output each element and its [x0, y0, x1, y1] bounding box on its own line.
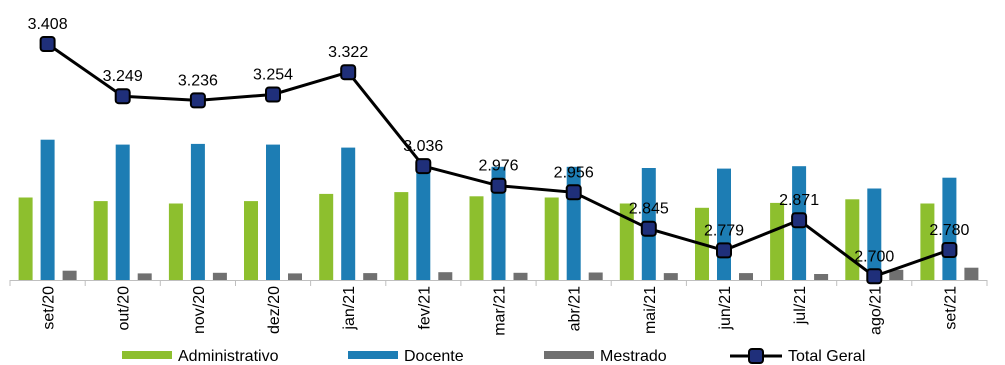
x-tick-label: set/20 [41, 286, 58, 330]
bars-layer [18, 139, 979, 280]
bar-mestrado-mai-21 [663, 273, 678, 280]
x-tick-label: abr/21 [567, 286, 584, 331]
x-tick-label: set/21 [942, 286, 959, 330]
bar-mestrado-abr-21 [588, 272, 603, 280]
legend-item-administrativo: Administrativo [122, 348, 279, 365]
x-tick-label: out/20 [116, 286, 133, 331]
bar-docente-dez-20 [266, 144, 280, 280]
bar-docente-set-20 [40, 139, 55, 280]
bar-docente-fev-21 [416, 167, 431, 280]
x-tick-label: jun/21 [717, 286, 734, 331]
bar-administrativo-jan-21 [319, 193, 334, 280]
bar-administrativo-dez-20 [244, 201, 258, 280]
x-tick-label: dez/20 [266, 286, 283, 334]
bar-mestrado-jan-21 [363, 273, 378, 280]
total-geral-marker [941, 242, 958, 258]
x-tick-label: mar/21 [492, 286, 509, 336]
total-geral-data-label: 2.976 [478, 158, 518, 175]
bar-mestrado-dez-20 [288, 273, 302, 280]
legend-swatch [122, 351, 172, 359]
total-geral-data-label: 3.236 [178, 72, 218, 89]
bar-mestrado-set-21 [964, 267, 979, 280]
x-tick-label: ago/21 [867, 286, 884, 335]
bar-administrativo-nov-20 [168, 203, 183, 280]
bar-mestrado-mar-21 [513, 272, 528, 280]
legend-label: Total Geral [788, 348, 865, 365]
legend-item-total-geral: Total Geral [730, 348, 865, 365]
bar-mestrado-jun-21 [739, 273, 753, 280]
legend-item-docente: Docente [348, 348, 464, 365]
bar-mestrado-out-20 [137, 273, 152, 280]
total-geral-data-label: 2.845 [629, 201, 669, 218]
x-tick-label: mai/21 [642, 286, 659, 334]
x-axis: set/20 out/20 nov/20 dez/20 jan/21 fev/21 mar/… [9, 280, 988, 336]
total-geral-data-label: 3.322 [328, 44, 368, 61]
total-geral-marker [565, 184, 582, 201]
legend: Administrativo Docente Mestrado Total Geral [122, 348, 865, 365]
data-labels-layer: 3.408 3.249 3.236 3.254 3.322 3.036 2.976 2.956… [28, 16, 970, 265]
total-geral-data-label: 3.249 [103, 68, 143, 85]
total-geral-data-label: 2.871 [779, 192, 819, 209]
bar-docente-nov-20 [190, 143, 205, 280]
bar-administrativo-mar-21 [469, 196, 484, 280]
legend-marker [748, 348, 764, 364]
total-geral-marker [39, 36, 56, 52]
total-geral-marker [490, 177, 507, 194]
bar-administrativo-out-20 [93, 201, 108, 280]
legend-item-mestrado: Mestrado [544, 348, 667, 365]
total-geral-marker [189, 92, 206, 109]
total-geral-marker [415, 158, 432, 175]
total-geral-marker [640, 220, 657, 237]
legend-label: Mestrado [600, 348, 667, 365]
bar-docente-jan-21 [341, 147, 356, 280]
total-geral-data-label: 2.779 [704, 222, 744, 239]
total-geral-data-label: 2.780 [929, 222, 969, 239]
bar-administrativo-fev-21 [394, 192, 409, 280]
bar-mestrado-jul-21 [814, 274, 829, 280]
bar-docente-out-20 [115, 144, 130, 280]
bar-mestrado-nov-20 [212, 272, 227, 280]
total-geral-data-label: 3.036 [403, 138, 443, 155]
bar-docente-abr-21 [566, 166, 581, 280]
total-geral-marker [716, 242, 732, 259]
total-geral-marker [866, 268, 883, 285]
total-geral-data-label: 2.700 [854, 248, 894, 265]
total-geral-marker [791, 212, 808, 229]
total-geral-marker [114, 88, 131, 105]
x-tick-label: jan/21 [341, 286, 358, 331]
total-line-layer [39, 36, 958, 285]
total-geral-data-label: 3.254 [253, 67, 293, 84]
total-geral-marker [265, 86, 281, 103]
bar-administrativo-set-20 [18, 197, 33, 280]
x-tick-label: jul/21 [792, 286, 809, 325]
bar-administrativo-mai-21 [619, 203, 634, 280]
bar-docente-ago-21 [867, 188, 882, 280]
x-tick-label: nov/20 [191, 286, 208, 334]
x-tick-label: fev/21 [416, 286, 433, 330]
total-geral-marker [340, 64, 357, 81]
legend-label: Docente [404, 348, 464, 365]
bar-docente-mar-21 [491, 166, 506, 280]
bar-administrativo-ago-21 [845, 199, 860, 280]
total-geral-data-label: 2.956 [554, 164, 594, 181]
bar-administrativo-abr-21 [544, 197, 559, 280]
legend-label: Administrativo [178, 348, 279, 365]
bar-administrativo-jul-21 [770, 202, 785, 280]
bar-mestrado-set-20 [62, 270, 77, 280]
bar-administrativo-set-21 [920, 203, 935, 280]
legend-swatch [348, 351, 398, 359]
bar-mestrado-ago-21 [889, 269, 904, 280]
total-geral-data-label: 3.408 [28, 16, 68, 33]
bar-mestrado-fev-21 [438, 272, 453, 280]
legend-swatch [544, 351, 594, 359]
